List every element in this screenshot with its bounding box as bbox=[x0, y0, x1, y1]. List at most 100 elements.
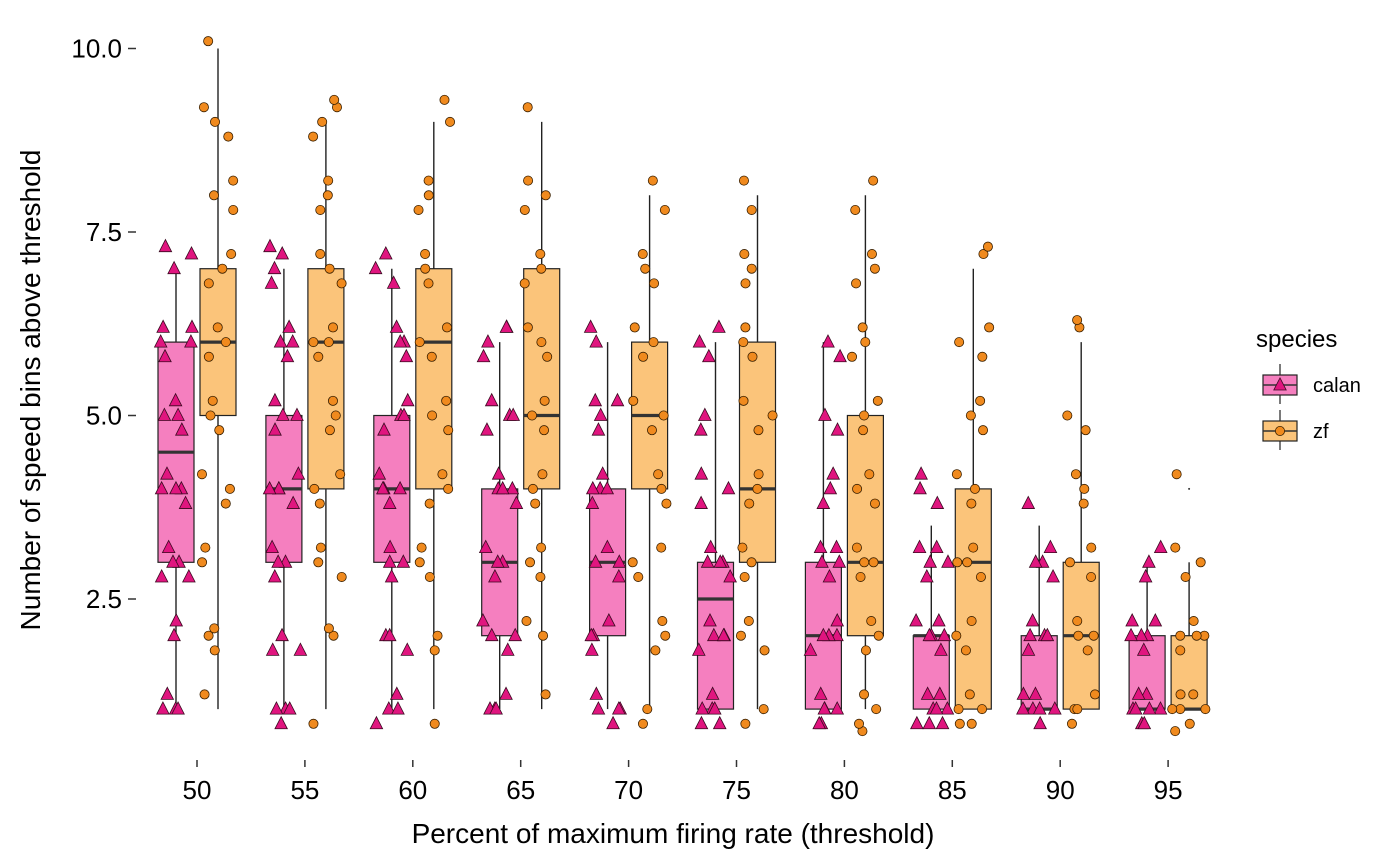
calan-point bbox=[397, 407, 411, 421]
zf-point bbox=[527, 410, 538, 421]
calan-point bbox=[282, 319, 296, 333]
zf-point bbox=[423, 278, 434, 289]
zf-point bbox=[228, 204, 239, 215]
zf-point bbox=[330, 410, 341, 421]
calan-point bbox=[478, 539, 493, 554]
zf-point bbox=[966, 498, 977, 509]
calan-point bbox=[396, 554, 411, 568]
calan-point bbox=[267, 568, 282, 583]
calan-point bbox=[375, 480, 390, 495]
calan-point bbox=[156, 701, 170, 715]
zf-point bbox=[954, 718, 965, 729]
calan-point bbox=[386, 275, 401, 289]
calan-point bbox=[1025, 613, 1040, 627]
zf-point bbox=[214, 425, 225, 436]
zf-point bbox=[540, 190, 551, 201]
zf-point bbox=[197, 557, 208, 568]
zf-point bbox=[336, 571, 347, 582]
zf-point bbox=[539, 395, 550, 406]
calan-point bbox=[923, 554, 938, 568]
calan-point bbox=[929, 701, 944, 715]
calan-point bbox=[291, 466, 306, 480]
calan-point bbox=[813, 539, 828, 554]
zf-point bbox=[198, 102, 209, 113]
calan-point bbox=[382, 554, 397, 568]
calan-point bbox=[934, 642, 948, 656]
zf-point bbox=[964, 689, 975, 700]
calan-point bbox=[500, 642, 515, 656]
calan-point bbox=[832, 554, 847, 568]
calan-point bbox=[583, 319, 598, 333]
zf-point bbox=[323, 623, 334, 634]
x-tick-label: 50 bbox=[183, 775, 212, 805]
calan-point bbox=[713, 554, 728, 568]
zf-point bbox=[443, 483, 454, 494]
calan-point bbox=[816, 495, 831, 509]
calan-point bbox=[600, 539, 615, 554]
zf-point bbox=[535, 249, 546, 260]
zf-point bbox=[522, 102, 533, 113]
zf-point bbox=[869, 263, 880, 274]
zf-point bbox=[657, 616, 668, 627]
calan-point bbox=[932, 686, 947, 700]
zf-point bbox=[538, 630, 549, 641]
zf-point bbox=[966, 718, 977, 729]
calan-point bbox=[920, 686, 935, 700]
zf-point bbox=[738, 175, 749, 186]
calan-point bbox=[393, 480, 407, 495]
zf-point bbox=[661, 498, 672, 509]
calan-point bbox=[691, 642, 706, 656]
zf-point bbox=[758, 704, 769, 715]
zf-point bbox=[744, 498, 755, 509]
calan-point bbox=[391, 701, 405, 715]
x-tick-label: 95 bbox=[1154, 775, 1183, 805]
calan-point bbox=[929, 539, 944, 554]
zf-point bbox=[314, 498, 325, 509]
zf-point bbox=[439, 94, 450, 105]
zf-point bbox=[852, 483, 863, 494]
calan-point bbox=[913, 480, 927, 495]
calan-point bbox=[721, 480, 736, 495]
zf-point bbox=[432, 630, 443, 641]
x-tick-label: 60 bbox=[398, 775, 427, 805]
calan-point bbox=[833, 348, 847, 363]
y-tick-label: 2.5 bbox=[86, 584, 122, 614]
calan-point bbox=[813, 686, 828, 700]
zf-point bbox=[536, 337, 547, 348]
zf-point bbox=[740, 718, 751, 729]
calan-point bbox=[499, 686, 513, 700]
zf-point bbox=[426, 351, 437, 362]
calan-point bbox=[692, 334, 707, 348]
zf-point bbox=[442, 322, 453, 333]
calan-point bbox=[378, 246, 393, 260]
calan-point bbox=[381, 701, 396, 715]
calan-point bbox=[1028, 686, 1043, 700]
zf-point bbox=[872, 395, 883, 406]
zf-point bbox=[640, 263, 651, 274]
calan-point bbox=[267, 260, 282, 275]
calan-point bbox=[589, 686, 604, 700]
calan-point bbox=[823, 480, 838, 495]
calan-point bbox=[821, 334, 835, 348]
calan-point bbox=[697, 407, 712, 421]
zf-point bbox=[315, 204, 326, 215]
zf-point bbox=[1200, 704, 1211, 715]
calan-point bbox=[178, 495, 193, 509]
zf-point bbox=[536, 542, 547, 553]
calan-point bbox=[909, 613, 923, 627]
calan-point bbox=[931, 613, 946, 627]
zf-point bbox=[873, 630, 884, 641]
zf-point bbox=[647, 175, 658, 186]
zf-point bbox=[220, 498, 231, 509]
calan-point bbox=[591, 701, 606, 715]
zf-point bbox=[429, 645, 440, 656]
legend-title: species bbox=[1256, 326, 1337, 353]
calan-point bbox=[169, 613, 184, 627]
calan-point bbox=[829, 539, 844, 554]
zf-point bbox=[978, 425, 989, 436]
zf-point bbox=[203, 630, 214, 641]
calan-point bbox=[591, 422, 606, 436]
zf-point bbox=[656, 483, 667, 494]
legend-item-calan: calan bbox=[1262, 364, 1361, 404]
calan-point bbox=[154, 568, 169, 583]
